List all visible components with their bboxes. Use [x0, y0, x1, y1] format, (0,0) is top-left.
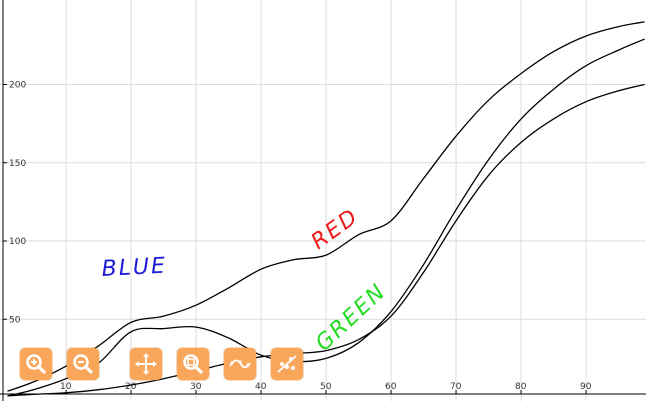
y-tick-label: 150 [9, 159, 26, 169]
x-tick-label: 20 [125, 382, 137, 392]
series-line-3 [7, 83, 645, 397]
x-tick-label: 90 [580, 382, 592, 392]
tick-labels: 10 20 30 40 50 60 70 80 90 50 100 150 200 [9, 81, 592, 393]
line-tool-button[interactable] [224, 348, 256, 380]
y-tick-label: 200 [9, 81, 26, 91]
reset-zoom-button[interactable] [177, 348, 209, 380]
annotation-green: GREEN [311, 279, 391, 356]
zoom-reset-icon [183, 354, 203, 374]
annotation-red: RED [307, 204, 364, 255]
series-curves [7, 21, 645, 397]
zoom-out-icon [73, 354, 93, 374]
pan-move-icon [135, 353, 157, 375]
annotation-blue: BLUE [101, 254, 168, 282]
x-tick-label: 50 [320, 382, 332, 392]
x-tick-label: 30 [190, 382, 202, 392]
x-tick-label: 40 [255, 382, 267, 392]
zoom-in-icon [26, 354, 46, 374]
y-tick-label: 100 [9, 237, 26, 247]
scatter-points-icon [277, 355, 297, 373]
x-tick-label: 10 [60, 382, 72, 392]
zoom-out-button[interactable] [67, 348, 99, 380]
x-tick-label: 70 [450, 382, 462, 392]
x-tick-label: 60 [385, 382, 397, 392]
series-line-2 [7, 38, 645, 397]
x-tick-label: 80 [515, 382, 527, 392]
pan-button[interactable] [130, 348, 162, 380]
series-line-1 [7, 21, 645, 392]
chart-toolbar [20, 348, 310, 382]
scatter-tool-button[interactable] [271, 348, 303, 380]
zoom-in-button[interactable] [20, 348, 52, 380]
curve-line-icon [229, 359, 251, 369]
y-tick-label: 50 [9, 315, 21, 325]
